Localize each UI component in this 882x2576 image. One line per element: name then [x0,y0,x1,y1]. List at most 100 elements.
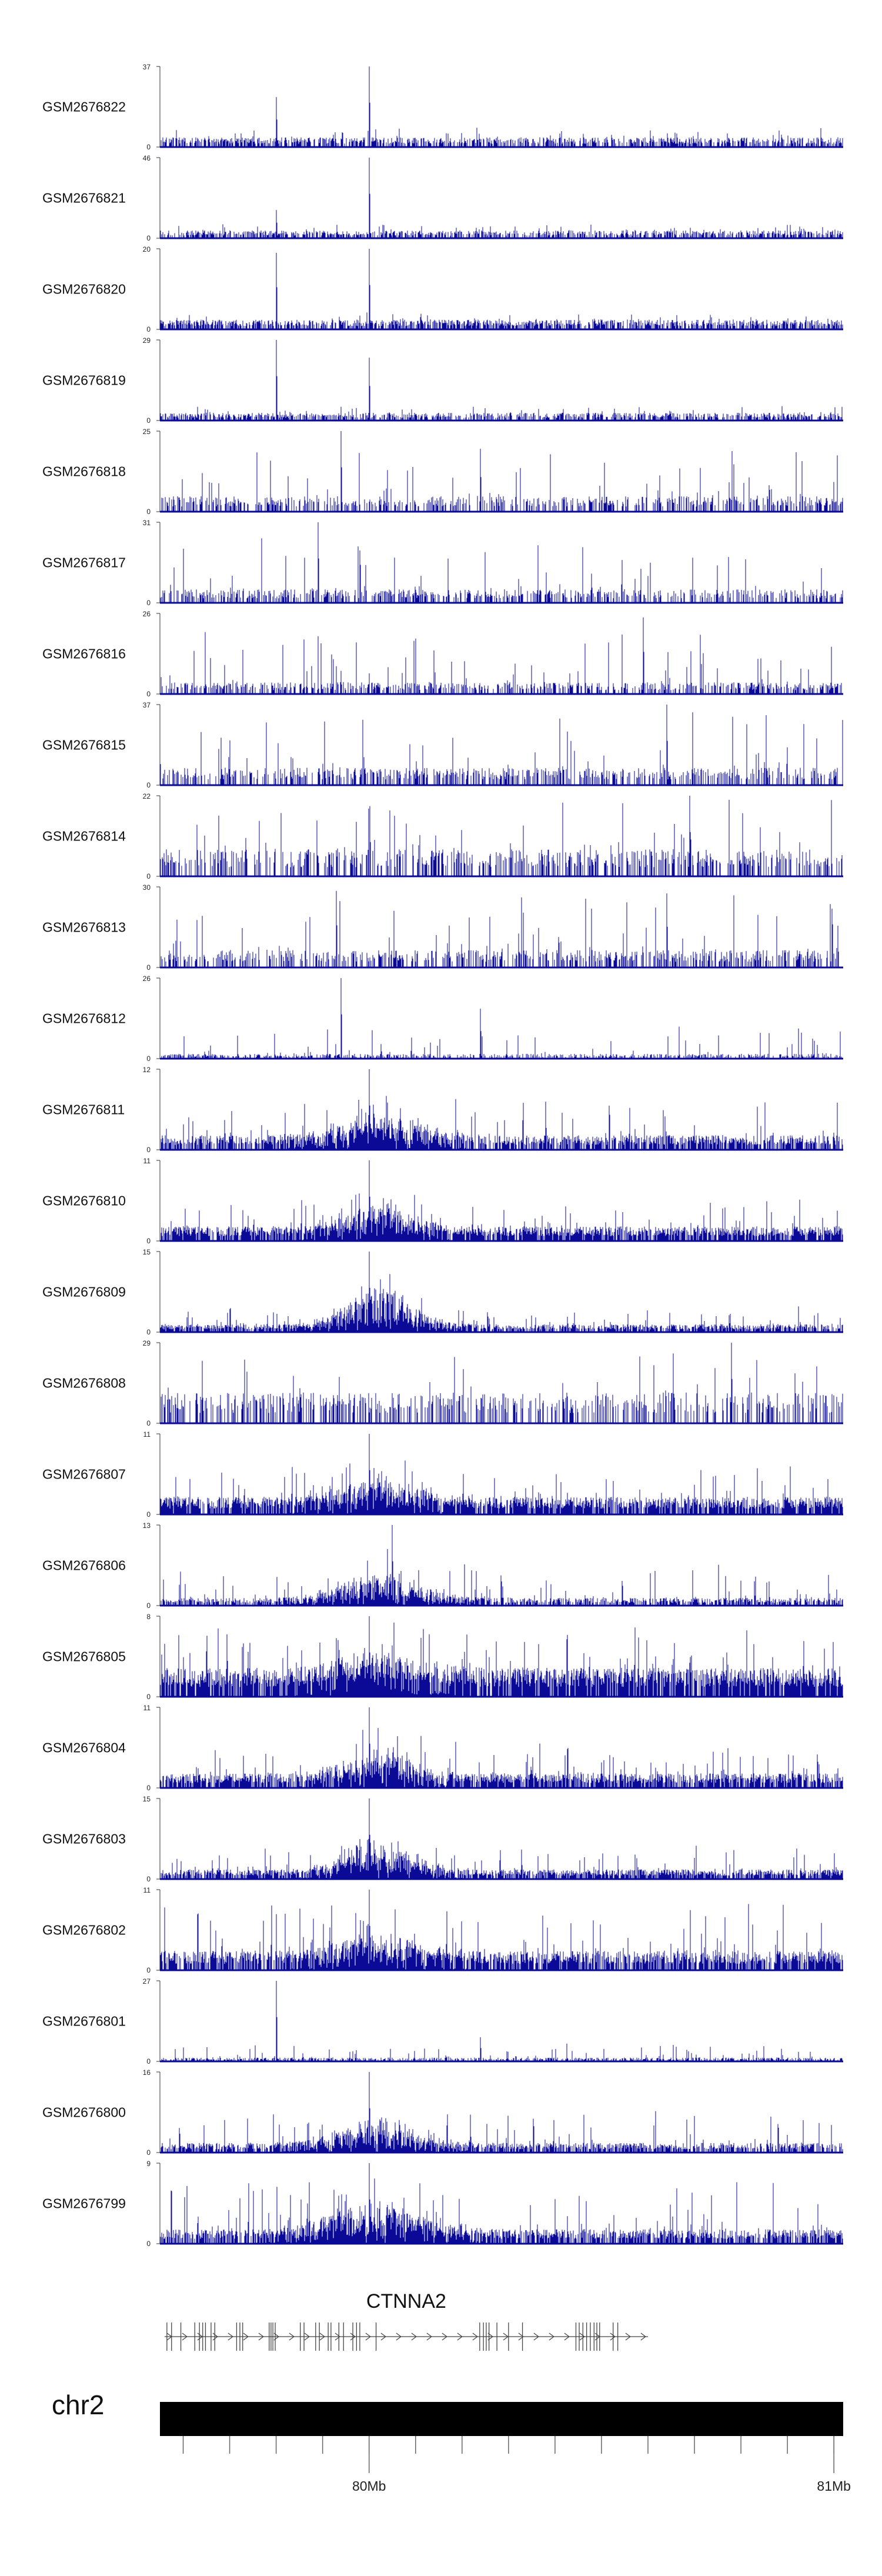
y-tick-label-min: 0 [146,234,151,242]
signal-bars [161,1981,843,2061]
track-label: GSM2676814 [42,829,126,844]
track-GSM2676812: GSM2676812 26 0 [42,975,843,1063]
signal-bars [161,1160,843,1241]
track-GSM2676805: GSM2676805 8 0 [42,1613,843,1701]
strand-arrow-icon [289,2333,295,2341]
track-GSM2676819: GSM2676819 29 0 [42,336,843,425]
track-GSM2676814: GSM2676814 22 0 [42,792,843,880]
track-label: GSM2676805 [42,1649,126,1664]
track-label: GSM2676822 [42,99,126,115]
track-label: GSM2676816 [42,646,126,662]
track-GSM2676800: GSM2676800 16 0 [42,2068,843,2157]
signal-bars [160,705,843,785]
signal-bars [161,431,843,512]
y-tick-label-min: 0 [146,1601,151,1610]
strand-arrow-icon [472,2333,478,2341]
signal-bars [161,1343,843,1423]
strand-arrow-icon [258,2333,264,2341]
signal-bars [160,1890,843,1970]
signal-bars [160,796,843,876]
signal-bars [161,1525,843,1606]
y-tick-label-max: 15 [143,1248,151,1256]
signal-bars [161,978,842,1059]
strand-arrow-icon [442,2333,447,2341]
track-label: GSM2676811 [42,1102,125,1117]
y-tick-label-max: 22 [143,792,151,800]
signal-bars [161,617,842,694]
strand-arrow-icon [457,2333,463,2341]
track-label: GSM2676819 [42,373,126,388]
track-GSM2676816: GSM2676816 26 0 [42,610,843,698]
y-tick-label-max: 31 [143,519,151,527]
strand-arrow-icon [564,2333,570,2341]
y-tick-label-max: 37 [143,63,151,71]
y-tick-label-min: 0 [146,325,151,333]
y-tick-label-min: 0 [146,963,151,972]
track-label: GSM2676808 [42,1376,126,1391]
signal-bars [160,340,843,421]
y-tick-label-min: 0 [146,1328,151,1336]
strand-arrow-icon [533,2333,539,2341]
genome-axis-label: 80Mb [352,2478,386,2494]
strand-arrow-icon [212,2333,218,2341]
y-tick-label-max: 8 [146,1613,151,1621]
track-GSM2676801: GSM2676801 27 0 [42,1977,843,2066]
signal-bars [160,158,843,238]
y-tick-label-max: 13 [143,1521,151,1530]
track-GSM2676804: GSM2676804 11 0 [42,1704,843,1792]
track-label: GSM2676799 [42,2196,126,2211]
y-tick-label-max: 11 [143,1157,151,1165]
gene-track: CTNNA2 [164,2290,648,2351]
track-GSM2676821: GSM2676821 46 0 [42,154,843,242]
signal-bars [161,890,839,967]
strand-arrow-icon [335,2333,340,2341]
y-tick-label-max: 37 [143,701,151,709]
track-GSM2676806: GSM2676806 13 0 [42,1521,843,1610]
signal-bars [160,1707,843,1788]
strand-arrow-icon [503,2333,509,2341]
strand-arrow-icon [243,2333,249,2341]
y-tick-label-min: 0 [146,1510,151,1519]
track-label: GSM2676807 [42,1467,126,1482]
track-GSM2676803: GSM2676803 15 0 [42,1795,843,1883]
y-tick-label-min: 0 [146,143,151,151]
signal-bars [161,1069,843,1150]
track-label: GSM2676813 [42,920,126,935]
track-GSM2676815: GSM2676815 37 0 [42,701,843,789]
strand-arrow-icon [518,2333,524,2341]
y-tick-label-max: 12 [143,1066,151,1074]
track-label: GSM2676804 [42,1740,126,1756]
strand-arrow-icon [228,2333,233,2341]
track-label: GSM2676818 [42,464,126,479]
track-GSM2676811: GSM2676811 12 0 [42,1066,843,1154]
track-label: GSM2676800 [42,2105,126,2120]
track-GSM2676820: GSM2676820 20 0 [42,245,843,333]
strand-arrow-icon [396,2333,402,2341]
y-tick-label-max: 29 [143,336,151,345]
y-tick-label-min: 0 [146,781,151,789]
y-tick-label-min: 0 [146,1693,151,1701]
signal-bars [160,1616,843,1697]
y-tick-label-max: 29 [143,1339,151,1347]
track-label: GSM2676810 [42,1193,126,1209]
track-GSM2676818: GSM2676818 25 0 [42,428,843,516]
gene-label: CTNNA2 [366,2290,446,2313]
track-label: GSM2676806 [42,1558,126,1573]
track-GSM2676813: GSM2676813 30 0 [42,883,843,972]
track-label: GSM2676802 [42,1923,126,1938]
strand-arrow-icon [380,2333,386,2341]
strand-arrow-icon [426,2333,432,2341]
y-tick-label-min: 0 [146,1966,151,1974]
track-label: GSM2676801 [42,2014,126,2029]
track-label: GSM2676803 [42,1831,126,1847]
signal-bars [160,1434,843,1514]
strand-arrow-icon [549,2333,554,2341]
y-tick-label-max: 20 [143,245,151,253]
y-tick-label-min: 0 [146,2240,151,2248]
track-label: GSM2676815 [42,738,126,753]
strand-arrow-icon [579,2333,585,2341]
strand-arrow-icon [411,2333,417,2341]
y-tick-label-max: 46 [143,154,151,162]
track-GSM2676817: GSM2676817 31 0 [42,519,843,607]
